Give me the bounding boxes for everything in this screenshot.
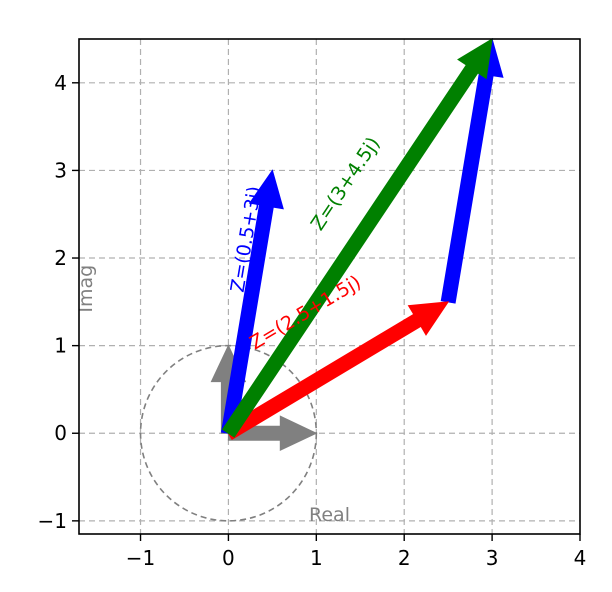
x-tick-label: 0 [222,546,235,570]
vectors [210,37,504,451]
vector-z2 [224,301,450,440]
vector-z-sum [221,38,493,438]
x-tick-label: 1 [310,546,323,570]
ticks: −1 0 1 2 3 4 −1 0 1 2 3 4 [38,71,587,570]
x-tick-label: 4 [574,546,587,570]
y-tick-label: 3 [54,158,67,182]
x-tick-label: 3 [486,546,499,570]
axis-name-real: Real [309,504,350,526]
y-tick-label: 2 [54,246,67,270]
vector-z1 [220,169,284,435]
axis-name-imag: Imag [75,265,97,313]
y-tick-label: −1 [38,509,67,533]
x-tick-label: 2 [398,546,411,570]
y-tick-label: 0 [54,421,67,445]
y-tick-label: 1 [54,334,67,358]
x-tick-label: −1 [126,546,155,570]
plot-frame [78,38,581,535]
vector-label-z2: Z=(2.5+1.5j) [246,271,365,354]
y-tick-label: 4 [54,71,67,95]
grid [79,39,580,534]
